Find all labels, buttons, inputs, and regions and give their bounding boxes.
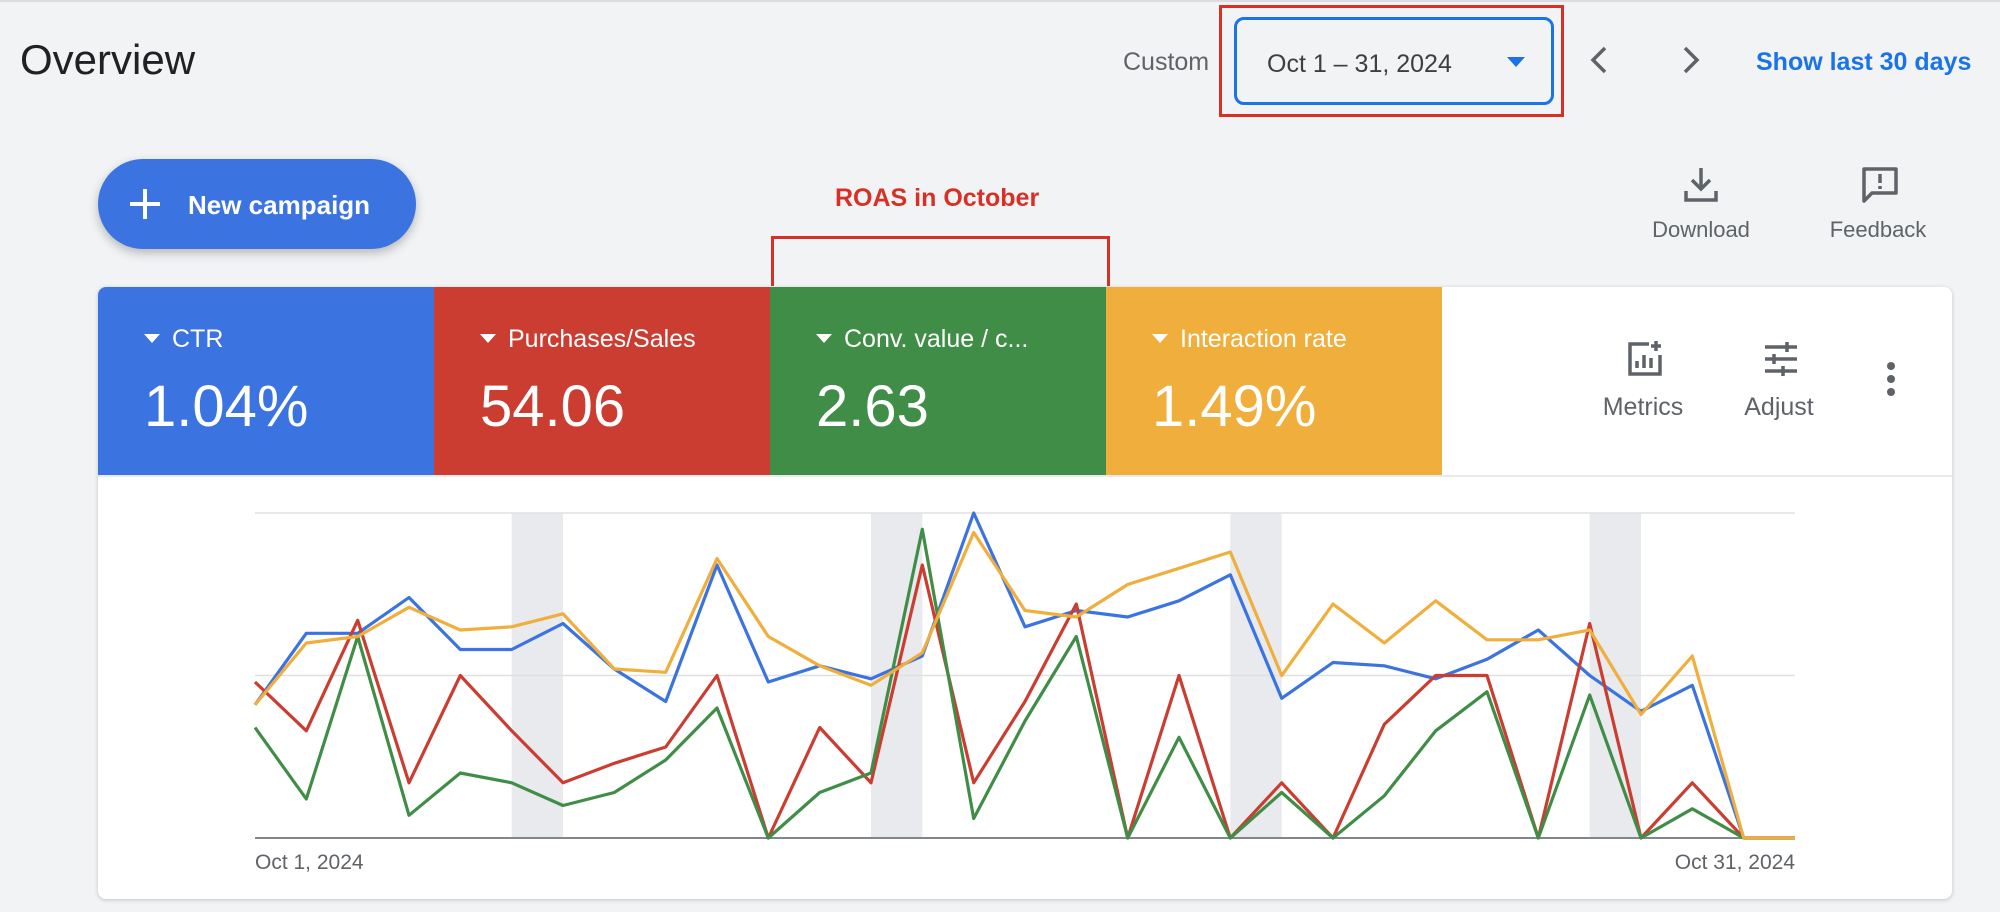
metric-value: 1.04% <box>144 374 309 439</box>
more-vert-icon <box>1887 362 1895 396</box>
feedback-icon <box>1862 167 1898 203</box>
caret-down-icon <box>480 333 496 343</box>
adjust-label: Adjust <box>1744 393 1814 421</box>
chevron-left-icon <box>1590 46 1607 74</box>
performance-line-chart: Oct 1, 2024 Oct 31, 2024 <box>253 511 1796 874</box>
more-options-button[interactable] <box>1876 359 1906 399</box>
next-period-button[interactable] <box>1670 40 1710 80</box>
feedback-label: Feedback <box>1829 217 1927 242</box>
caret-down-icon <box>1152 333 1168 343</box>
top-divider <box>0 0 2000 2</box>
download-label: Download <box>1652 217 1750 242</box>
x-axis-start-label: Oct 1, 2024 <box>255 851 364 874</box>
metric-tile-purchases[interactable]: Purchases/Sales 54.06 <box>434 287 770 475</box>
series-line-interaction-rate <box>253 530 1795 840</box>
metric-tile-conv-value[interactable]: Conv. value / c... 2.63 <box>770 287 1106 475</box>
metrics-button[interactable]: Metrics <box>1588 339 1698 429</box>
metric-tile-ctr[interactable]: CTR 1.04% <box>98 287 434 475</box>
plus-icon <box>130 189 160 219</box>
metric-label: Conv. value / c... <box>844 325 1029 353</box>
metric-value: 54.06 <box>480 374 626 439</box>
feedback-button[interactable]: Feedback <box>1818 165 1938 255</box>
series-line-conv-value-conv- <box>253 527 1795 840</box>
tune-icon <box>1765 342 1797 376</box>
series-line-purchases-sales <box>253 563 1795 840</box>
series-line-ctr <box>253 511 1795 840</box>
metric-value: 2.63 <box>816 374 929 439</box>
metrics-label: Metrics <box>1602 393 1684 421</box>
caret-down-icon <box>816 333 832 343</box>
chevron-right-icon <box>1683 46 1700 74</box>
show-last-30-days-link[interactable]: Show last 30 days <box>1756 48 1972 76</box>
annotation-date-highlight <box>1219 5 1564 117</box>
date-range-value: Oct 1 – 31, 2024 <box>1267 50 1452 78</box>
chevron-down-icon <box>1507 57 1525 67</box>
metric-tile-interaction-rate[interactable]: Interaction rate 1.49% <box>1106 287 1442 475</box>
metric-value: 1.49% <box>1152 374 1317 439</box>
annotation-label: ROAS in October <box>835 184 1040 212</box>
card-divider <box>98 475 1952 477</box>
previous-period-button[interactable] <box>1580 40 1620 80</box>
page-title: Overview <box>20 36 196 83</box>
performance-card: CTR 1.04% Purchases/Sales 54.06 Conv. va… <box>98 287 1952 899</box>
download-button[interactable]: Download <box>1641 165 1761 255</box>
new-campaign-label: New campaign <box>188 190 371 220</box>
download-icon <box>1684 168 1718 202</box>
x-axis-end-label: Oct 31, 2024 <box>1675 851 1796 874</box>
metrics-icon <box>1628 341 1662 376</box>
annotation-bracket <box>771 236 1110 286</box>
metric-label: Interaction rate <box>1180 325 1347 353</box>
range-type-label: Custom <box>1123 48 1210 76</box>
new-campaign-button[interactable]: New campaign <box>98 159 416 249</box>
adjust-button[interactable]: Adjust <box>1724 339 1834 429</box>
metric-label: Purchases/Sales <box>508 325 696 353</box>
date-range-picker[interactable]: Oct 1 – 31, 2024 <box>1234 17 1554 105</box>
metric-label: CTR <box>172 325 224 353</box>
caret-down-icon <box>144 333 160 343</box>
